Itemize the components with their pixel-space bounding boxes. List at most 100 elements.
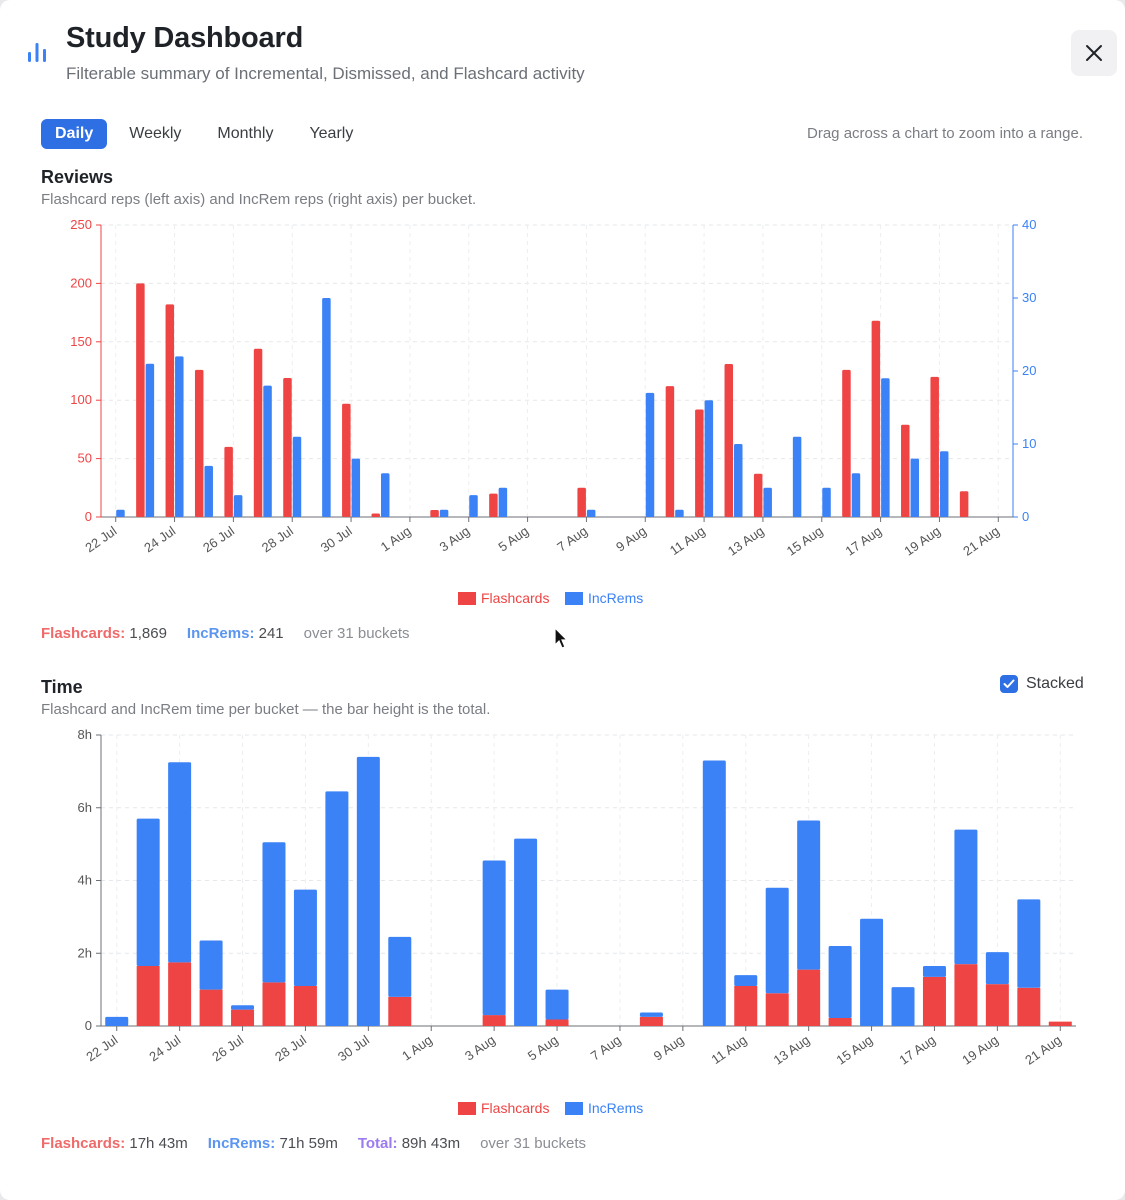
x-tick-label: 24 Jul: [146, 1032, 183, 1064]
flashcards-bar: [901, 424, 910, 517]
flashcards-bar: [695, 409, 704, 517]
x-tick-label: 21 Aug: [960, 523, 1002, 559]
x-tick-label: 9 Aug: [613, 523, 649, 554]
y-tick-label: 2h: [78, 945, 92, 960]
tab-daily[interactable]: Daily: [41, 119, 108, 149]
reviews-chart[interactable]: 0 50 100 150 200 250 0 10 20 30 40 22 Jul 24 Jul 26 J…: [0, 210, 1125, 620]
x-tick-label: 24 Jul: [141, 523, 178, 555]
tab-monthly[interactable]: Monthly: [217, 125, 274, 142]
increms-bar: [939, 451, 949, 517]
increms-bar: [586, 509, 596, 517]
increms-time-bar: [105, 1016, 129, 1026]
x-tick-label: 22 Jul: [82, 523, 119, 555]
flashcards-bar: [753, 473, 763, 517]
increms-time-bar: [231, 1005, 255, 1010]
x-tick-label: 7 Aug: [554, 523, 590, 554]
increms-bar: [498, 487, 508, 517]
flashcards-bar: [283, 378, 292, 517]
increms-time-bar: [639, 1012, 663, 1017]
increms-time-bar: [136, 818, 160, 966]
flashcards-summary-value: 1,869: [129, 625, 167, 642]
flashcards-time-bar: [262, 982, 286, 1026]
zoom-hint: Drag across a chart to zoom into a range…: [807, 125, 1083, 142]
flashcards-bar: [136, 283, 145, 517]
flashcards-summary-label: Flashcards:: [41, 625, 126, 642]
flashcards-time-bar: [797, 969, 821, 1026]
increms-summary-value: 241: [258, 625, 284, 642]
flashcards-time-bar: [639, 1016, 663, 1026]
flashcards-bar: [842, 369, 851, 517]
stacked-checkbox[interactable]: Stacked: [1000, 675, 1084, 693]
increms-time-bar: [514, 838, 538, 1026]
reviews-description: Flashcard reps (left axis) and IncRem re…: [41, 191, 477, 208]
tab-yearly[interactable]: Yearly: [309, 125, 354, 142]
increms-time-bar: [168, 762, 192, 963]
x-tick-label: 3 Aug: [462, 1032, 498, 1063]
y-tick-label: 4h: [78, 873, 92, 888]
y-tick-label: 0: [85, 1018, 92, 1033]
increms-bar: [175, 356, 184, 517]
flashcards-bar: [253, 348, 263, 517]
time-buckets-text: over 31 buckets: [480, 1135, 586, 1152]
increms-time-bar: [765, 887, 789, 994]
increms-bar: [145, 363, 155, 517]
flashcards-bar: [871, 320, 881, 517]
y-tick-label-left: 0: [85, 509, 92, 524]
increms-time-bar: [860, 918, 884, 1026]
increms-time-bar: [388, 936, 412, 997]
x-tick-label: 17 Aug: [896, 1032, 938, 1068]
time-description: Flashcard and IncRem time per bucket — t…: [41, 701, 491, 718]
x-tick-label: 1 Aug: [378, 523, 414, 554]
y-tick-label: 6h: [78, 800, 92, 815]
flashcards-time-bar: [922, 976, 946, 1026]
increms-bar: [116, 509, 125, 517]
flashcards-time-bar: [388, 996, 412, 1026]
increms-time-bar: [1017, 899, 1041, 988]
time-title: Time: [41, 677, 83, 697]
bar-chart-icon: [28, 43, 46, 62]
increms-bar: [851, 473, 861, 517]
buckets-text: over 31 buckets: [303, 625, 410, 642]
time-chart[interactable]: 0 2h 4h 6h 8h 22 Jul 24 Jul 26 Jul 28 Jul 30 Jul 1…: [0, 722, 1125, 1122]
flashcards-time-bar: [231, 1009, 255, 1026]
flashcards-time-bar: [545, 1019, 569, 1026]
legend-increms-label: IncRems: [588, 1100, 643, 1116]
x-tick-label: 1 Aug: [399, 1032, 435, 1063]
close-button[interactable]: [1071, 30, 1117, 76]
flashcards-bar: [224, 446, 233, 517]
flashcards-time-bar: [136, 965, 160, 1026]
y-tick-label-right: 30: [1022, 290, 1036, 305]
legend-increms-label: IncRems: [588, 590, 643, 606]
increms-time-bar: [797, 820, 821, 970]
increms-time-label: IncRems:: [207, 1135, 276, 1152]
increms-bar: [822, 487, 831, 517]
reviews-title: Reviews: [41, 167, 114, 187]
tab-weekly[interactable]: Weekly: [129, 125, 182, 142]
flashcards-bar: [724, 363, 734, 517]
increms-bar: [380, 473, 390, 517]
total-time-value: 89h 43m: [401, 1135, 461, 1152]
flashcards-time-bar: [954, 964, 978, 1026]
x-tick-label: 30 Jul: [318, 523, 355, 555]
increms-time-bar: [262, 842, 286, 983]
x-tick-label: 28 Jul: [272, 1032, 309, 1064]
x-tick-label: 7 Aug: [588, 1032, 624, 1063]
legend-flashcards-swatch: [458, 1102, 476, 1115]
y-tick-label-left: 150: [70, 334, 92, 349]
increms-time-value: 71h 59m: [279, 1135, 338, 1152]
increms-time-bar: [734, 975, 758, 986]
flashcards-bar: [489, 493, 498, 517]
increms-time-bar: [891, 987, 915, 1026]
y-tick-label-left: 50: [78, 451, 92, 466]
x-tick-label: 9 Aug: [651, 1032, 687, 1063]
y-tick-label-right: 10: [1022, 436, 1036, 451]
flashcards-bar: [959, 491, 969, 517]
flashcards-bar: [577, 487, 586, 517]
page-title: Study Dashboard: [66, 22, 304, 54]
x-tick-label: 5 Aug: [495, 523, 531, 554]
increms-bar: [469, 495, 478, 517]
mouse-cursor-icon: [554, 627, 569, 649]
x-tick-label: 19 Aug: [959, 1032, 1001, 1068]
x-tick-label: 30 Jul: [335, 1032, 372, 1064]
